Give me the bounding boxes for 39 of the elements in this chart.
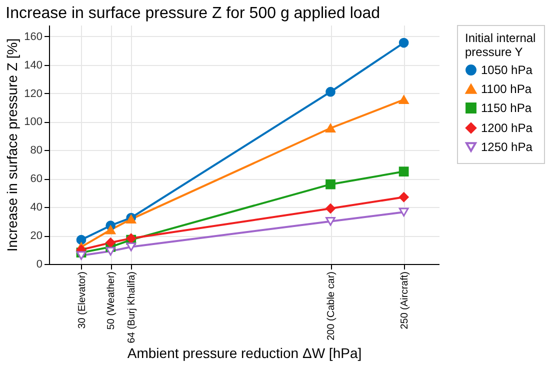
point	[76, 251, 86, 260]
y-tick-label: 80	[30, 144, 42, 157]
point	[398, 38, 409, 48]
legend-label: 1200 hPa	[481, 121, 533, 135]
y-tick-label: 100	[24, 116, 42, 128]
point	[326, 124, 336, 133]
legend-title: Initial internal pressure Y	[465, 31, 536, 59]
y-tick-label: 60	[30, 173, 42, 186]
legend-label: 1050 hPa	[481, 63, 533, 77]
x-tick-label: 50 (Weather)	[106, 272, 118, 330]
point	[106, 238, 116, 248]
y-tick-label: 0	[36, 258, 42, 270]
x-tick-label: 30 (Elevator)	[76, 272, 88, 329]
point	[398, 95, 409, 104]
point	[126, 242, 136, 252]
point	[326, 216, 336, 226]
point	[326, 179, 336, 190]
point	[106, 246, 116, 256]
point	[326, 86, 336, 97]
point	[398, 192, 409, 202]
x-axis-title: Ambient pressure reduction ΔW [hPa]	[127, 345, 362, 362]
point	[106, 225, 116, 234]
y-tick-label: 120	[24, 88, 42, 100]
y-tick-label: 160	[24, 30, 42, 43]
y-tick-label: 20	[30, 230, 42, 242]
point	[76, 234, 86, 245]
y-tick-label: 40	[30, 202, 42, 214]
legend-label: 1150 hPa	[481, 101, 532, 115]
legend-label: 1250 hPa	[481, 140, 533, 154]
x-tick-label: 200 (Cable car)	[326, 272, 338, 340]
point	[398, 166, 409, 176]
chart-title: Increase in surface pressure Z for 500 g applied load	[6, 5, 380, 22]
point	[326, 204, 336, 214]
y-axis-title: Increase in surface pressure Z [%]	[4, 38, 20, 252]
legend-label: 1100 hPa	[481, 82, 532, 96]
y-tick-label: 140	[24, 59, 42, 72]
x-tick-label: 250 (Aircraft)	[399, 272, 410, 330]
point	[398, 208, 409, 216]
x-tick-label: 64 (Burj Khalifa)	[126, 272, 138, 344]
